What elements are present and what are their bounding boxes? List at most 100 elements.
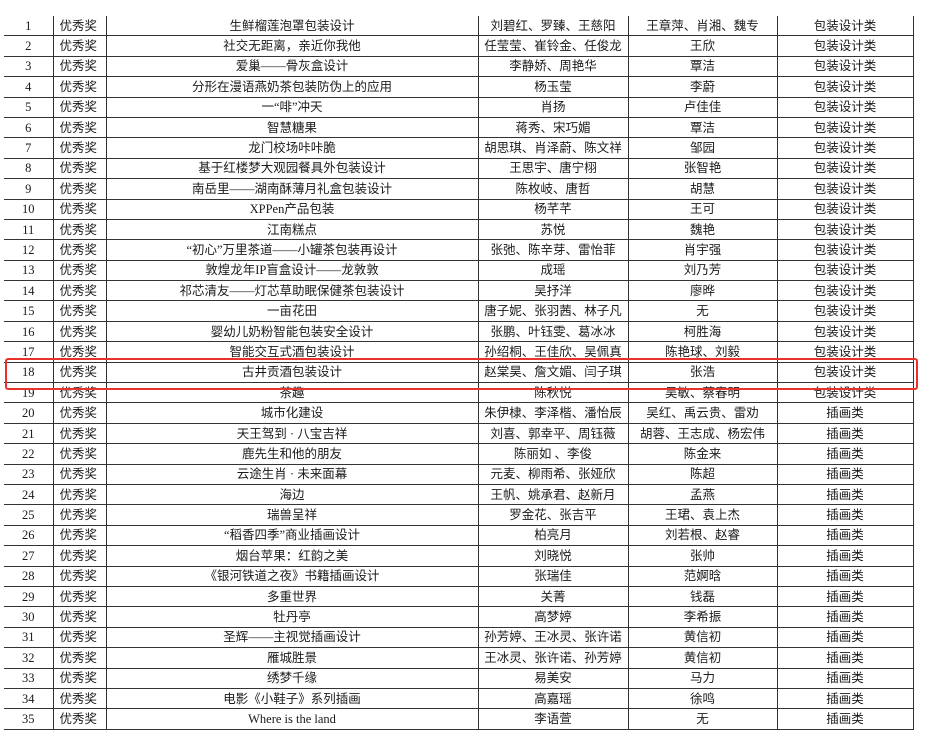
advisor-cell: 邹园: [627, 137, 777, 159]
advisor-cell: 肖宇强: [627, 239, 777, 261]
award-cell: 优秀奖: [52, 647, 106, 669]
authors-cell: 张瑞佳: [477, 566, 628, 587]
award-cell: 优秀奖: [52, 341, 106, 363]
row-number: 20: [4, 402, 53, 424]
category-cell: 包装设计类: [776, 117, 914, 139]
row-number: 31: [4, 627, 53, 649]
category-cell: 包装设计类: [776, 239, 914, 261]
row-number: 2: [4, 35, 53, 57]
title-cell: 城市化建设: [105, 402, 478, 424]
category-cell: 包装设计类: [776, 16, 914, 37]
authors-cell: 柏亮月: [477, 525, 628, 547]
row-number: 33: [4, 668, 53, 689]
title-cell: 古井贡酒包装设计: [105, 362, 478, 384]
advisor-cell: 李希振: [627, 606, 777, 628]
row-number: 17: [4, 341, 53, 363]
category-cell: 包装设计类: [776, 178, 914, 200]
advisor-cell: 王可: [627, 199, 777, 220]
authors-cell: 高嘉瑶: [477, 688, 628, 710]
category-cell: 插画类: [776, 627, 914, 649]
title-cell: 牡丹亭: [105, 606, 478, 628]
table-row: 16 优秀奖 婴幼儿奶粉智能包装安全设计 张鹏、叶钰雯、葛冰冰 柯胜海 包装设计类: [4, 321, 914, 343]
row-number: 30: [4, 606, 53, 628]
title-cell: 茶趣: [105, 382, 478, 404]
category-cell: 包装设计类: [776, 137, 914, 159]
category-cell: 插画类: [776, 423, 914, 445]
advisor-cell: 王章萍、肖湘、魏专: [627, 16, 777, 37]
title-cell: 一亩花田: [105, 300, 478, 322]
award-cell: 优秀奖: [52, 321, 106, 343]
award-cell: 优秀奖: [52, 443, 106, 465]
title-cell: 基于红楼梦大观园餐具外包装设计: [105, 158, 478, 180]
category-cell: 插画类: [776, 688, 914, 710]
row-number: 18: [4, 362, 53, 384]
title-cell: 绣梦千缘: [105, 668, 478, 689]
advisor-cell: 王珺、袁上杰: [627, 504, 777, 526]
table-row: 23 优秀奖 云途生肖 · 未来面幕 元麦、柳雨希、张娅欣 陈超 插画类: [4, 464, 914, 485]
table-row: 35 优秀奖 Where is the land 李语萱无插画类: [4, 708, 914, 730]
title-cell: 江南糕点: [105, 219, 478, 241]
row-number: 23: [4, 464, 53, 485]
category-cell: 插画类: [776, 525, 914, 547]
table-row: 18 优秀奖 古井贡酒包装设计 赵棠昊、詹文媚、闫子琪 张浩 包装设计类: [4, 362, 914, 384]
advisor-cell: 无: [627, 300, 777, 322]
category-cell: 插画类: [776, 504, 914, 526]
award-cell: 优秀奖: [52, 280, 106, 302]
title-cell: 《银河铁道之夜》书籍插画设计: [105, 566, 478, 587]
category-cell: 插画类: [776, 566, 914, 587]
advisor-cell: 吴红、禹云贵、雷劝: [627, 402, 777, 424]
category-cell: 包装设计类: [776, 260, 914, 282]
title-cell: 瑞兽呈祥: [105, 504, 478, 526]
award-cell: 优秀奖: [52, 708, 106, 730]
award-cell: 优秀奖: [52, 178, 106, 200]
advisor-cell: 刘若根、赵睿: [627, 525, 777, 547]
row-number: 22: [4, 443, 53, 465]
award-cell: 优秀奖: [52, 362, 106, 384]
table-row: 6 优秀奖 智慧糖果 蒋秀、宋巧媚 覃洁 包装设计类: [4, 117, 914, 139]
award-cell: 优秀奖: [52, 688, 106, 710]
advisor-cell: 陈艳球、刘毅: [627, 341, 777, 363]
authors-cell: 吴抒洋: [477, 280, 628, 302]
category-cell: 包装设计类: [776, 56, 914, 78]
award-cell: 优秀奖: [52, 627, 106, 649]
authors-cell: 朱伊棣、李泽楷、潘怡辰: [477, 402, 628, 424]
award-cell: 优秀奖: [52, 668, 106, 689]
authors-cell: 成瑶: [477, 260, 628, 282]
authors-cell: 杨玉莹: [477, 76, 628, 98]
category-cell: 插画类: [776, 708, 914, 730]
authors-cell: 孙绍桐、王佳欣、吴佩真: [477, 341, 628, 363]
authors-cell: 唐子妮、张羽茜、林子凡: [477, 300, 628, 322]
advisor-cell: 陈金来: [627, 443, 777, 465]
row-number: 7: [4, 137, 53, 159]
authors-cell: 刘喜、郭幸平、周钰薇: [477, 423, 628, 445]
title-cell: 多重世界: [105, 586, 478, 608]
title-cell: 智能交互式酒包装设计: [105, 341, 478, 363]
category-cell: 插画类: [776, 464, 914, 485]
authors-cell: 陈丽如 、李俊: [477, 443, 628, 465]
authors-cell: 王帆、姚承君、赵新月: [477, 484, 628, 506]
row-number: 19: [4, 382, 53, 404]
row-number: 12: [4, 239, 53, 261]
category-cell: 插画类: [776, 647, 914, 669]
title-cell: 社交无距离，亲近你我他: [105, 35, 478, 57]
authors-cell: 元麦、柳雨希、张娅欣: [477, 464, 628, 485]
authors-cell: 赵棠昊、詹文媚、闫子琪: [477, 362, 628, 384]
award-cell: 优秀奖: [52, 402, 106, 424]
row-number: 11: [4, 219, 53, 241]
title-cell: 分形在漫语燕奶茶包装防伪上的应用: [105, 76, 478, 98]
title-cell: 电影《小鞋子》系列插画: [105, 688, 478, 710]
advisor-cell: 钱磊: [627, 586, 777, 608]
advisor-cell: 胡慧: [627, 178, 777, 200]
authors-cell: 王思宇、唐宁栩: [477, 158, 628, 180]
advisor-cell: 胡蓉、王志成、杨宏伟: [627, 423, 777, 445]
table-row: 8 优秀奖 基于红楼梦大观园餐具外包装设计 王思宇、唐宁栩 张智艳 包装设计类: [4, 158, 914, 180]
table-row: 25 优秀奖 瑞兽呈祥 罗金花、张吉平 王珺、袁上杰 插画类: [4, 504, 914, 526]
table-row: 32 优秀奖 雁城胜景 王冰灵、张许诺、孙芳婷 黄信初 插画类: [4, 647, 914, 669]
authors-cell: 任莹莹、崔铃金、任俊龙: [477, 35, 628, 57]
table-row: 34 优秀奖 电影《小鞋子》系列插画 高嘉瑶 徐鸣 插画类: [4, 688, 914, 710]
award-cell: 优秀奖: [52, 545, 106, 567]
advisor-cell: 黄信初: [627, 627, 777, 649]
advisor-cell: 无: [627, 708, 777, 730]
table-row: 12 优秀奖 “初心”万里茶道——小罐茶包装再设计 张弛、陈辛芽、雷怡菲 肖宇强 包装设计…: [4, 239, 914, 261]
award-cell: 优秀奖: [52, 300, 106, 322]
